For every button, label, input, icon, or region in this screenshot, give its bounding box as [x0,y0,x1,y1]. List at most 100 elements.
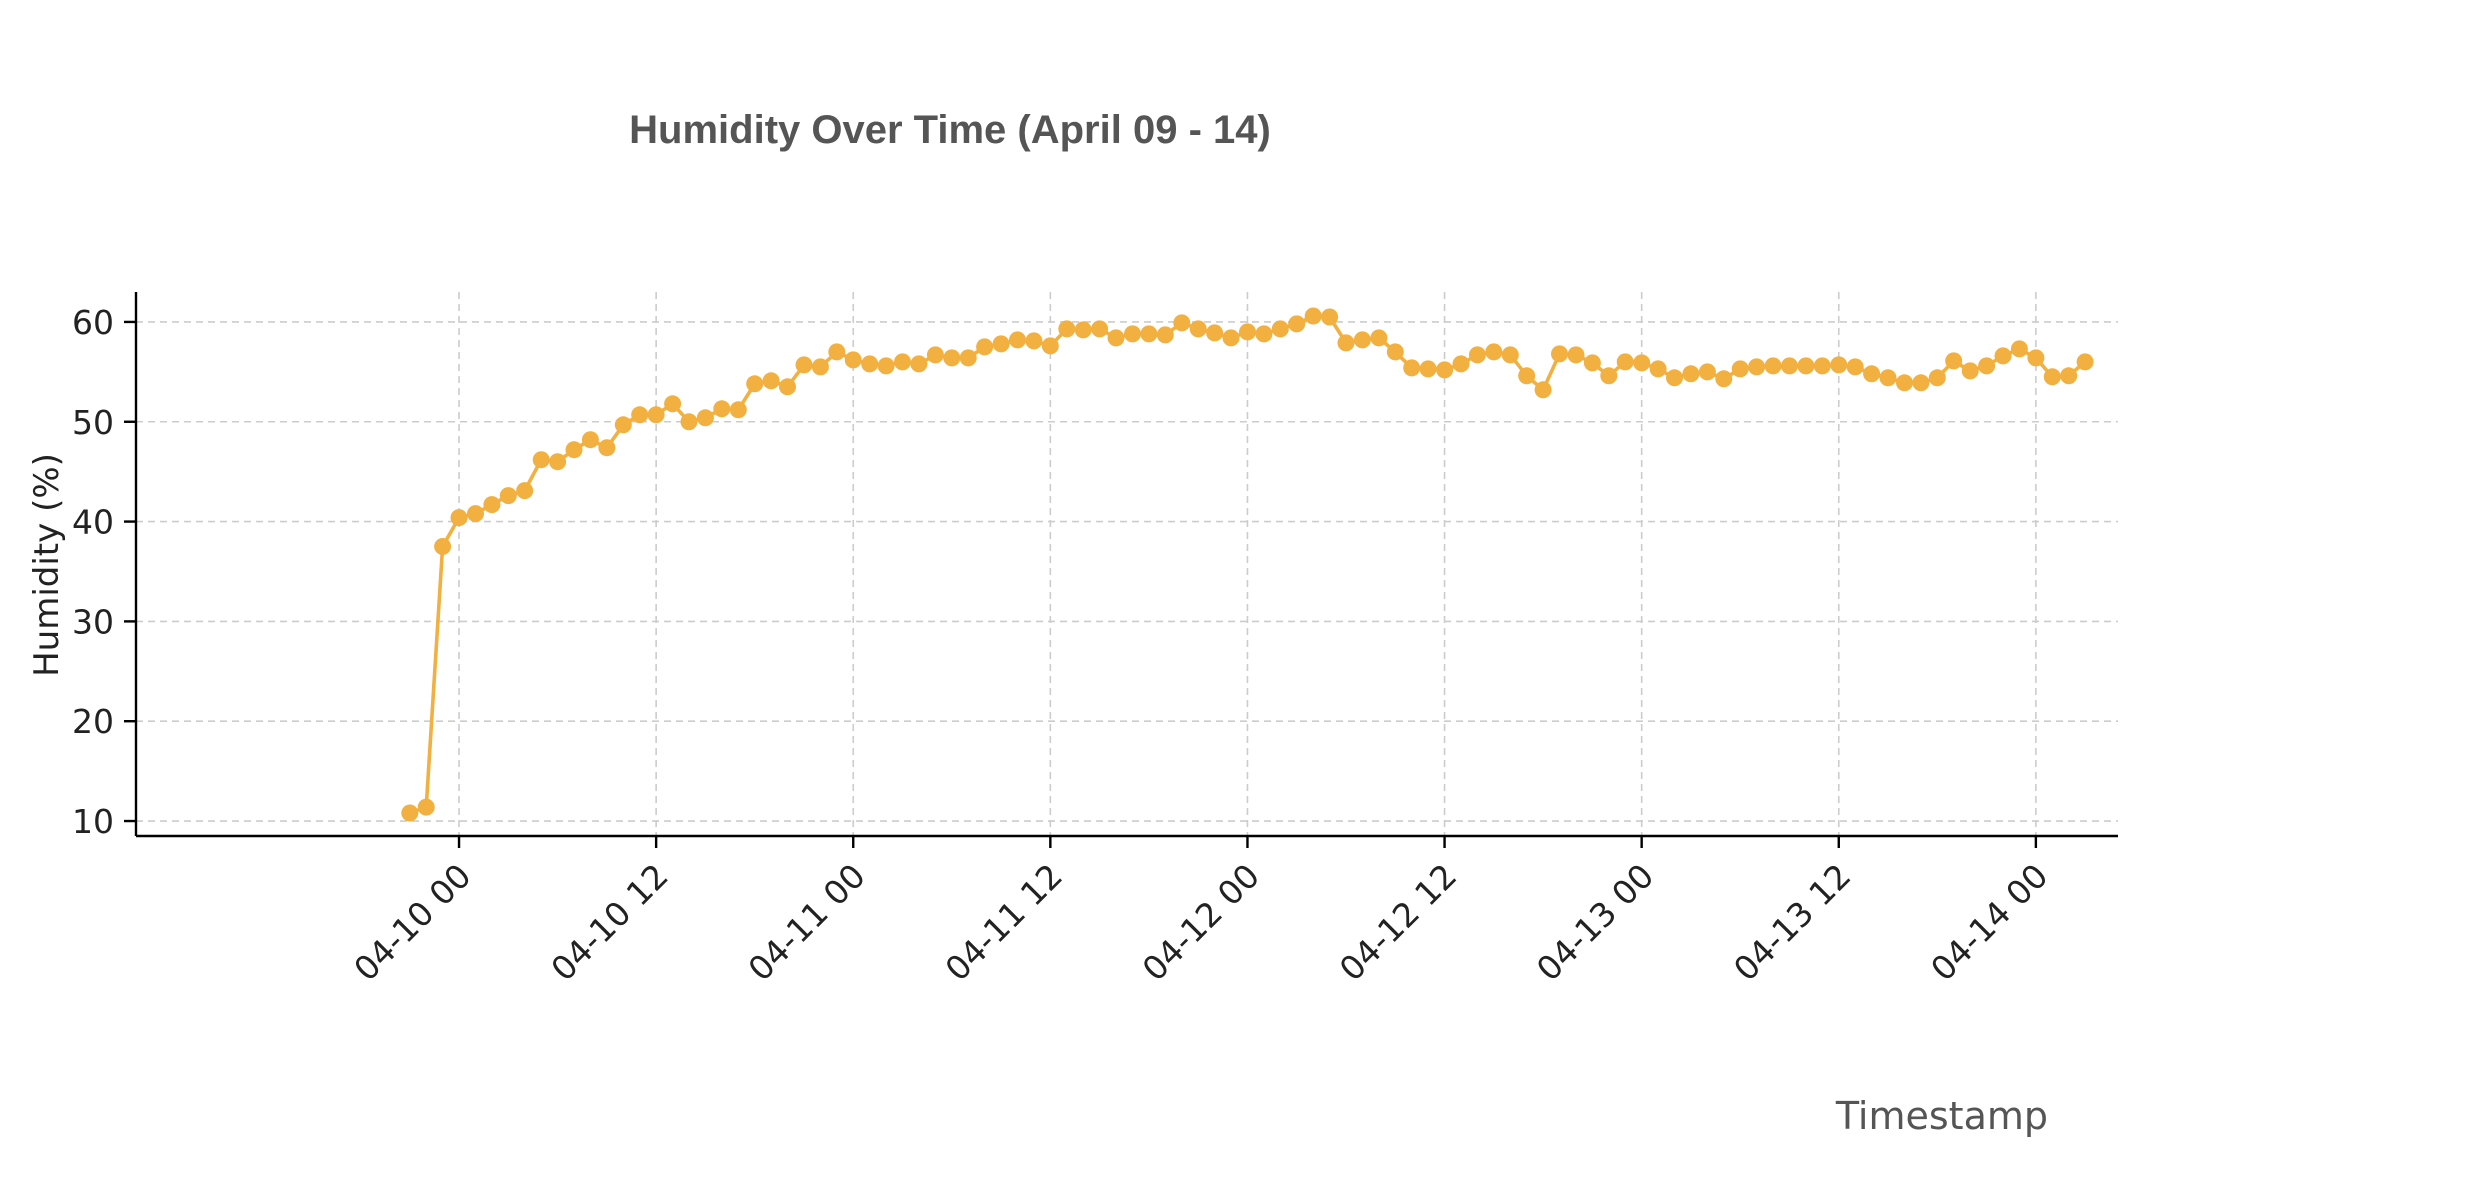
data-point [2060,367,2078,385]
y-tick-label: 30 [72,602,114,641]
data-point [2010,340,2028,358]
data-point [713,400,731,418]
data-point [1633,354,1651,372]
data-point [729,401,747,419]
data-point [926,346,944,364]
x-tick-label: 04-10 00 [346,856,478,988]
data-point [1896,374,1913,392]
data-point [1173,314,1191,332]
data-point [1551,345,1568,363]
data-point [1485,343,1503,361]
x-tick-label: 04-13 00 [1529,856,1661,988]
data-point [894,353,911,371]
data-point [1945,352,1963,370]
data-point [499,487,517,505]
y-tick-label: 40 [72,503,114,542]
data-point [976,338,994,356]
data-point [2076,353,2094,371]
data-point [1994,347,2012,365]
data-point [1863,365,1881,383]
data-point [828,343,846,361]
data-point [1304,307,1322,325]
data-point [581,431,599,449]
data-point [631,406,649,424]
data-point [2043,368,2061,386]
x-tick-label: 04-12 00 [1135,856,1267,988]
x-tick-label: 04-13 12 [1726,856,1858,988]
data-point [1189,320,1207,338]
x-axis-label: Timestamp [1835,1094,2048,1138]
data-point [877,357,895,375]
data-point [680,413,698,431]
data-point [1255,325,1273,343]
data-point [1222,329,1240,347]
data-point [1337,334,1355,352]
axes [124,292,2118,848]
data-point [1370,329,1388,347]
data-point [1534,381,1552,399]
data-point [1058,320,1076,338]
data-point [1206,324,1224,342]
x-tick-label: 04-11 12 [938,856,1070,988]
data-point [1813,357,1831,375]
data-point [1124,325,1141,343]
data-point [1731,360,1749,378]
data-point [1928,369,1946,387]
data-point [401,804,419,822]
data-points-layer [401,307,2094,822]
data-point [450,509,468,527]
data-point [1764,357,1782,375]
y-tick-labels: 10 20 30 40 50 60 [72,303,114,841]
data-point [1452,355,1470,373]
data-point [516,482,534,500]
data-point [1091,320,1109,338]
data-point [1009,331,1026,349]
data-point [943,349,961,367]
data-point [1288,315,1306,333]
data-point [1649,360,1667,378]
data-point [1978,357,1996,375]
data-point [1912,374,1930,392]
data-point [811,358,829,376]
data-point [1041,337,1059,355]
data-point [1353,331,1371,349]
data-point [565,441,583,459]
data-point [664,395,682,413]
data-point [1468,346,1486,364]
data-point [795,356,813,374]
data-point [1107,329,1125,347]
data-point [779,378,796,396]
data-point [417,798,435,816]
data-point [1616,353,1634,371]
data-point [1321,308,1339,326]
x-tick-label: 04-14 00 [1923,856,2055,988]
data-point [1961,362,1979,380]
data-point [483,496,501,514]
y-tick-label: 20 [72,702,114,741]
data-point [746,375,764,393]
data-point [1386,343,1404,361]
data-point [1025,332,1043,350]
data-point [1666,369,1683,387]
y-axis-label: Humidity (%) [27,453,67,677]
data-point [647,406,665,424]
y-tick-label: 60 [72,303,114,342]
x-tick-label: 04-10 12 [543,856,675,988]
y-tick-label: 50 [72,403,114,442]
data-point [1748,358,1766,376]
x-tick-label: 04-11 00 [740,856,872,988]
data-point [1140,325,1158,343]
data-point [1567,346,1585,364]
data-point [861,355,879,373]
data-point [532,451,550,469]
data-point [467,505,484,523]
data-point [1436,361,1454,379]
data-point [1682,365,1700,383]
data-point [1846,358,1864,376]
data-point [1830,356,1848,374]
data-point [910,355,928,373]
data-point [762,372,780,390]
data-point [1715,370,1733,388]
data-point [1781,357,1798,375]
